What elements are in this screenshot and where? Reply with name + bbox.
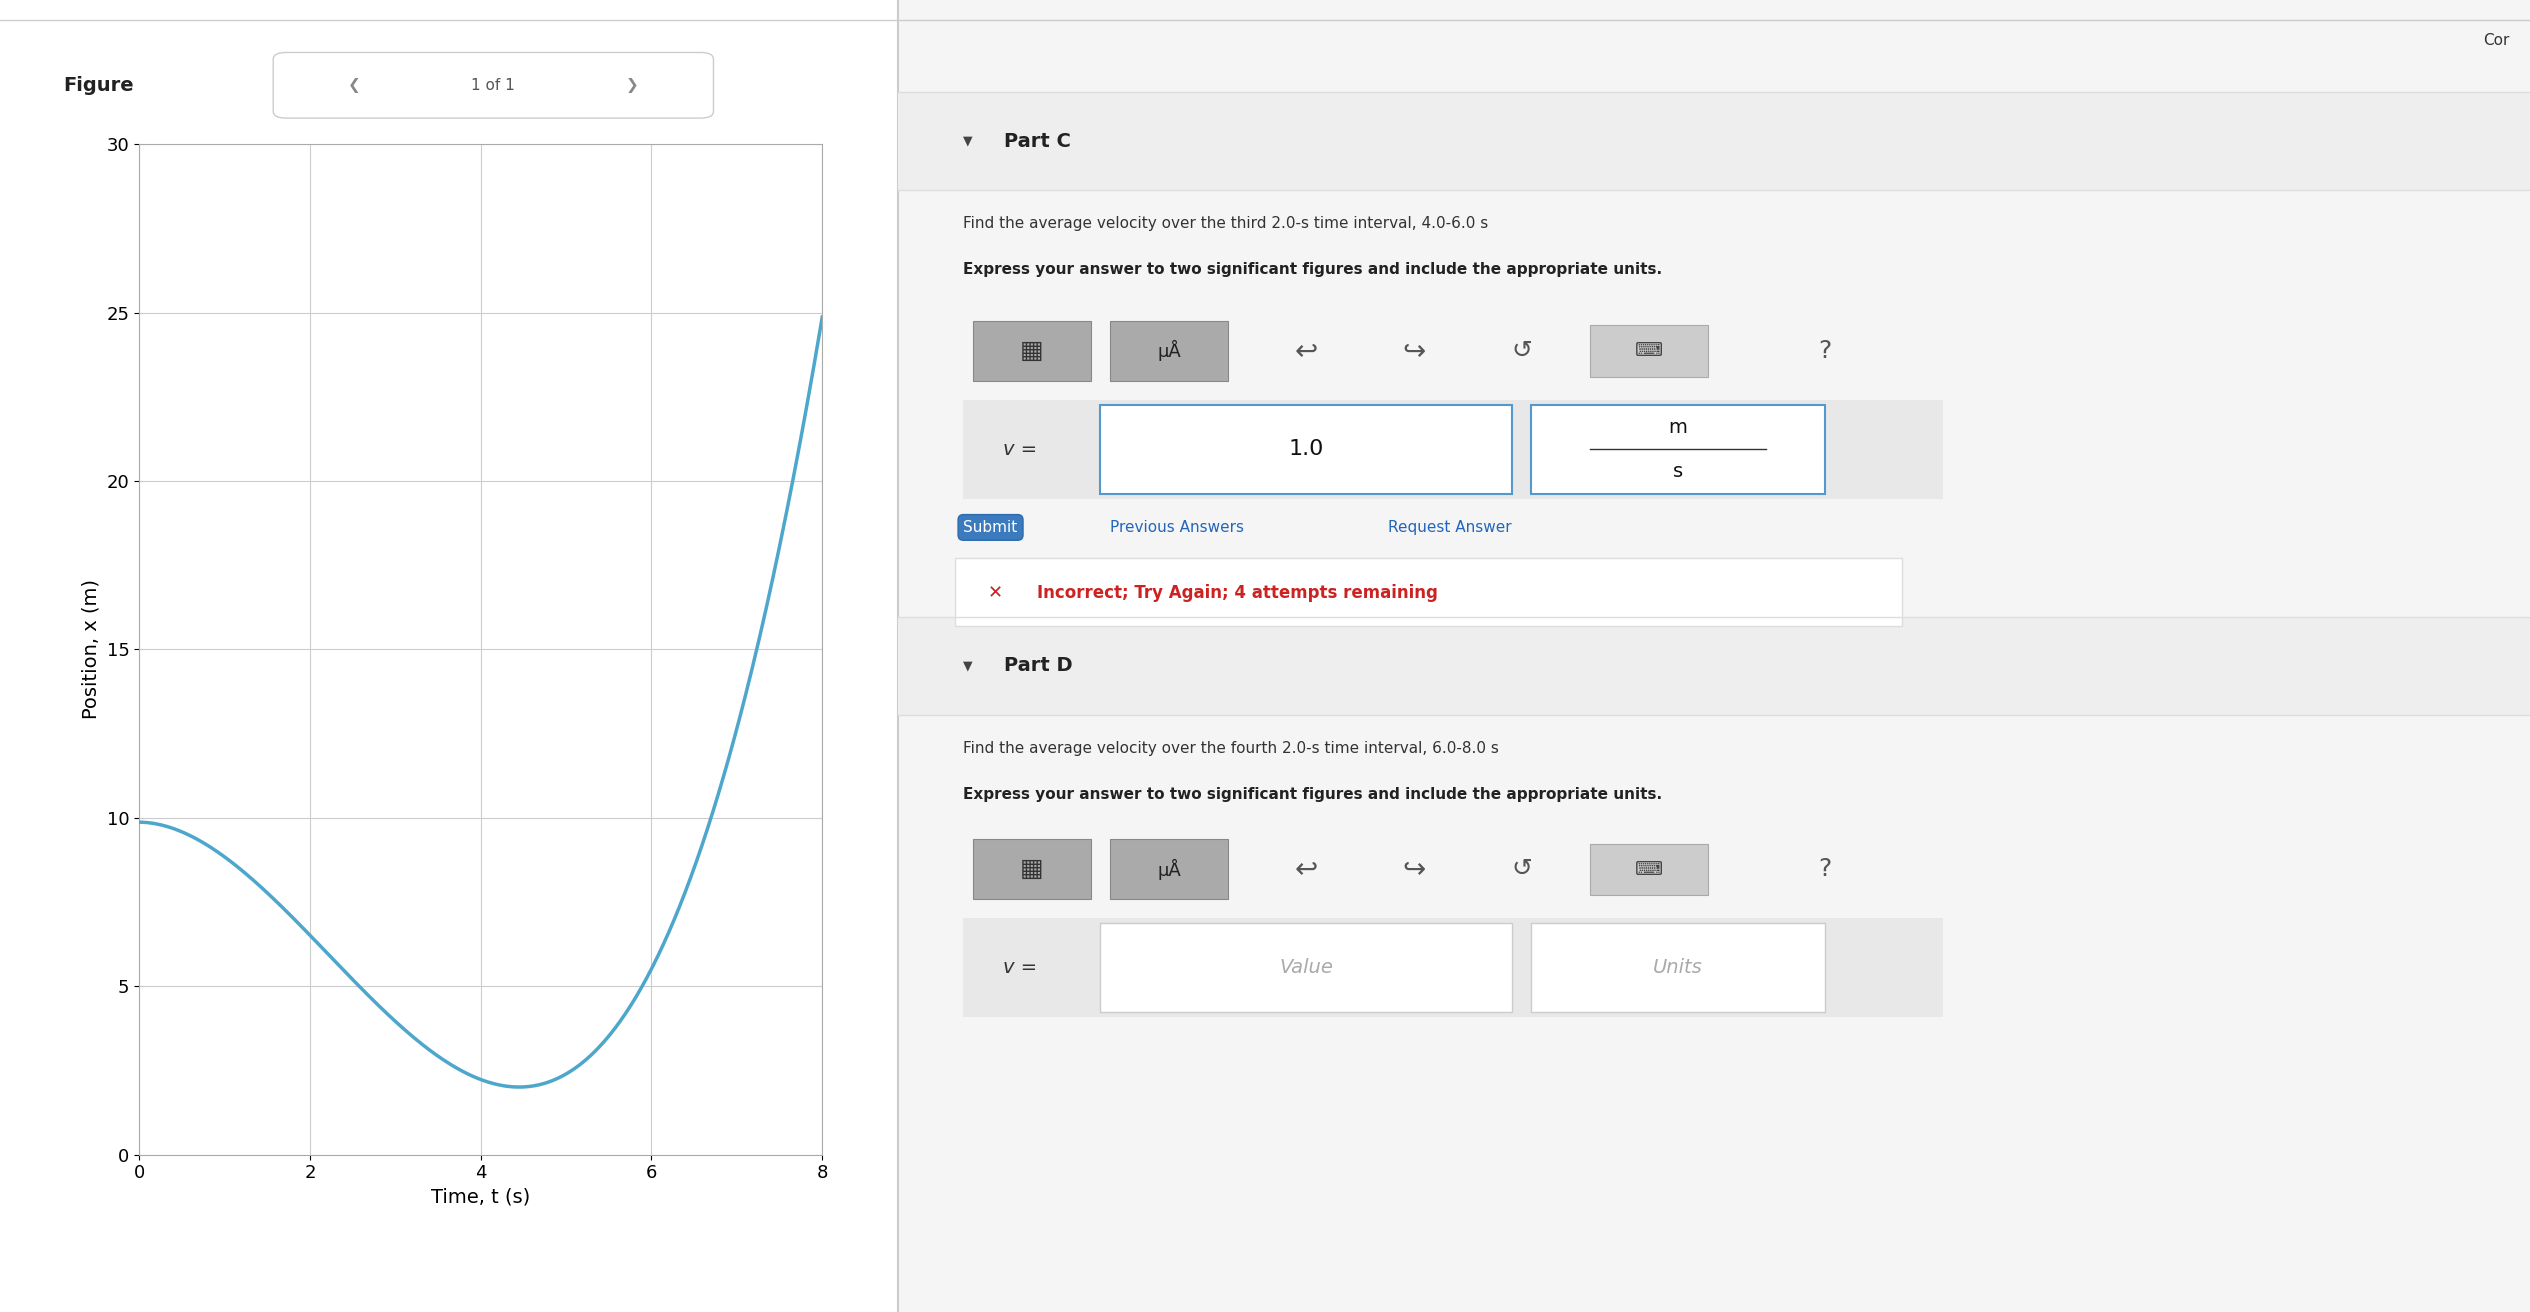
Text: μÅ: μÅ	[1156, 340, 1182, 362]
Text: Find the average velocity over the third 2.0-s time interval, 4.0-6.0 s: Find the average velocity over the third…	[964, 216, 1488, 231]
Text: v =: v =	[1002, 440, 1037, 459]
Text: ↺: ↺	[1510, 338, 1533, 363]
Text: ▼: ▼	[964, 660, 974, 672]
Text: 1.0: 1.0	[1288, 440, 1323, 459]
Text: ▦: ▦	[1020, 338, 1045, 363]
Text: Submit: Submit	[964, 520, 1017, 535]
Y-axis label: Position, x (m): Position, x (m)	[81, 580, 101, 719]
Text: ?: ?	[1819, 857, 1832, 882]
Text: ▦: ▦	[1020, 857, 1045, 882]
Text: ❮: ❮	[347, 77, 362, 93]
Text: Part C: Part C	[1004, 131, 1070, 151]
Text: Part D: Part D	[1004, 656, 1073, 676]
Text: ▼: ▼	[964, 135, 974, 147]
Bar	[974, 321, 1090, 380]
Text: ↩: ↩	[1295, 855, 1318, 883]
Text: ↺: ↺	[1510, 857, 1533, 882]
Text: Express your answer to two significant figures and include the appropriate units: Express your answer to two significant f…	[964, 787, 1662, 802]
Text: ⌨: ⌨	[1634, 859, 1662, 879]
Text: v =: v =	[1002, 958, 1037, 977]
Bar	[1531, 405, 1824, 493]
Text: ↩: ↩	[1295, 337, 1318, 365]
Text: μÅ: μÅ	[1156, 858, 1182, 880]
Text: 1 of 1: 1 of 1	[471, 77, 516, 93]
Text: s: s	[1672, 462, 1682, 480]
Text: Value: Value	[1280, 958, 1333, 977]
Text: Previous Answers: Previous Answers	[1111, 520, 1245, 535]
Text: Units: Units	[1652, 958, 1703, 977]
Text: Request Answer: Request Answer	[1386, 520, 1510, 535]
Bar	[1589, 844, 1708, 895]
Text: ✕: ✕	[987, 584, 1002, 602]
Text: ❯: ❯	[625, 77, 640, 93]
Bar	[1111, 321, 1227, 380]
Bar	[1531, 924, 1824, 1012]
Text: ⌨: ⌨	[1634, 341, 1662, 361]
Text: Find the average velocity over the fourth 2.0-s time interval, 6.0-8.0 s: Find the average velocity over the fourt…	[964, 741, 1500, 756]
Text: m: m	[1670, 419, 1688, 437]
Bar	[1101, 924, 1513, 1012]
Text: Cor: Cor	[2484, 33, 2510, 47]
Text: ↪: ↪	[1402, 337, 1424, 365]
Bar	[974, 840, 1090, 899]
Bar	[1111, 840, 1227, 899]
X-axis label: Time, t (s): Time, t (s)	[430, 1187, 531, 1207]
Text: Figure: Figure	[63, 76, 134, 94]
Text: ?: ?	[1819, 338, 1832, 363]
Bar	[1589, 325, 1708, 377]
Text: ↪: ↪	[1402, 855, 1424, 883]
Text: Express your answer to two significant figures and include the appropriate units: Express your answer to two significant f…	[964, 262, 1662, 277]
Bar	[1101, 405, 1513, 493]
Text: Incorrect; Try Again; 4 attempts remaining: Incorrect; Try Again; 4 attempts remaini…	[1037, 584, 1437, 602]
